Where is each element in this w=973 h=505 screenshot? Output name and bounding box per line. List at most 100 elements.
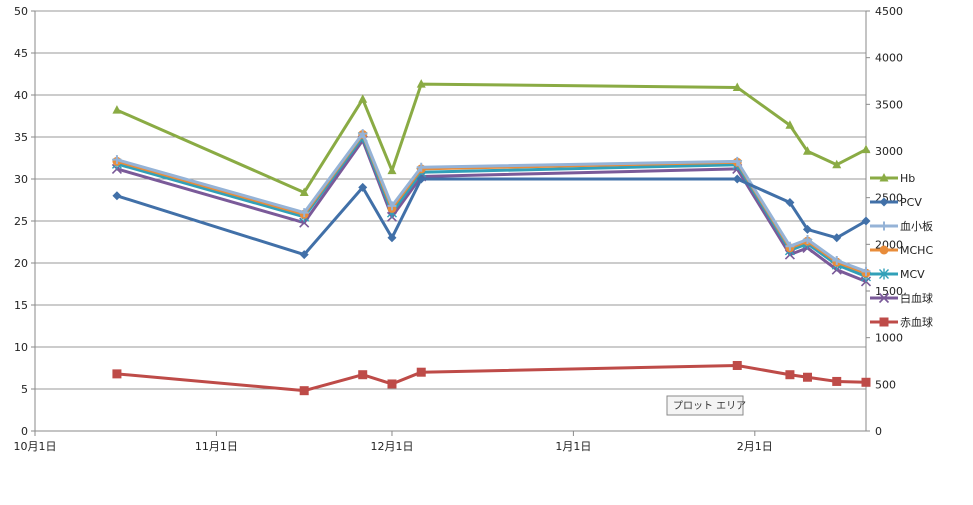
data-point xyxy=(785,370,795,380)
legend-item: Hb xyxy=(870,172,915,185)
series-line xyxy=(116,363,867,393)
legend-label: Hb xyxy=(900,172,915,185)
series-MCHC xyxy=(112,129,871,278)
data-point xyxy=(299,208,309,218)
data-point xyxy=(112,105,122,114)
tooltip-label: プロット エリア xyxy=(673,400,746,412)
data-point xyxy=(416,79,426,88)
y-right-tick-label: 500 xyxy=(875,378,896,391)
series-line xyxy=(116,82,867,194)
legend-item: 血小板 xyxy=(870,219,933,233)
legend-swatch-marker xyxy=(879,221,889,231)
legend-label: 白血球 xyxy=(900,291,933,305)
y-left-tick-label: 0 xyxy=(21,425,28,438)
data-point xyxy=(112,369,122,379)
data-point xyxy=(861,144,871,154)
data-point xyxy=(861,266,871,276)
legend-swatch-marker xyxy=(879,268,889,280)
legend-item: 白血球 xyxy=(870,291,933,305)
data-point xyxy=(861,216,871,226)
data-point xyxy=(802,224,812,234)
data-point xyxy=(732,174,742,184)
y-left-tick-label: 5 xyxy=(21,383,28,396)
data-point xyxy=(387,165,397,175)
data-point xyxy=(112,155,122,165)
data-point xyxy=(832,233,842,243)
legend-label: 赤血球 xyxy=(900,315,933,329)
legend-item: MCV xyxy=(870,268,925,281)
data-point xyxy=(832,255,842,265)
legend-swatch-marker xyxy=(879,317,889,327)
data-point xyxy=(861,377,871,387)
x-tick-label: 1月1日 xyxy=(555,440,591,453)
series-layer xyxy=(111,79,872,396)
data-point xyxy=(832,159,842,169)
legend-swatch-marker xyxy=(879,173,889,182)
series-MCV xyxy=(111,131,871,282)
axes: 0510152025303540455005001000150020002500… xyxy=(14,5,904,453)
data-point xyxy=(387,233,397,243)
data-point xyxy=(732,360,742,370)
data-point xyxy=(358,94,368,103)
data-point xyxy=(785,241,795,251)
series-PCV xyxy=(112,174,871,260)
y-right-tick-label: 4500 xyxy=(875,5,903,18)
plot-area-tooltip: プロット エリア xyxy=(666,395,746,416)
y-left-tick-label: 10 xyxy=(14,341,28,354)
data-point xyxy=(358,129,368,139)
y-left-tick-label: 15 xyxy=(14,299,28,312)
x-tick-label: 2月1日 xyxy=(737,440,773,453)
y-left-tick-label: 45 xyxy=(14,47,28,60)
data-point xyxy=(112,191,122,201)
series-line xyxy=(116,132,867,273)
legend-swatch-marker xyxy=(879,245,889,255)
data-point xyxy=(802,234,812,244)
x-tick-label: 10月1日 xyxy=(14,440,57,453)
x-tick-label: 11月1日 xyxy=(195,440,238,453)
data-point xyxy=(358,370,368,380)
y-left-tick-label: 40 xyxy=(14,89,28,102)
y-left-tick-label: 50 xyxy=(14,5,28,18)
legend-label: 血小板 xyxy=(900,219,933,233)
data-point xyxy=(802,146,812,155)
legend-label: MCV xyxy=(900,268,925,281)
legend-item: 赤血球 xyxy=(870,315,933,329)
data-point xyxy=(387,201,397,211)
data-point xyxy=(832,376,842,386)
y-right-tick-label: 0 xyxy=(875,425,882,438)
legend-swatch-marker xyxy=(878,292,890,304)
y-left-tick-label: 30 xyxy=(14,173,28,186)
y-left-tick-label: 25 xyxy=(14,215,28,228)
y-right-tick-label: 3500 xyxy=(875,98,903,111)
data-point xyxy=(785,120,795,129)
legend-swatch-marker xyxy=(879,197,889,207)
legend-item: PCV xyxy=(870,196,922,209)
y-right-tick-label: 1000 xyxy=(875,332,903,345)
data-point xyxy=(358,182,368,192)
data-point xyxy=(416,174,426,184)
legend-item: MCHC xyxy=(870,244,933,257)
data-point xyxy=(416,162,426,172)
series-赤血球 xyxy=(112,360,871,396)
y-left-tick-label: 20 xyxy=(14,257,28,270)
series-line xyxy=(116,177,867,257)
series-line xyxy=(116,138,867,283)
data-point xyxy=(299,250,309,260)
data-point xyxy=(299,187,309,196)
data-point xyxy=(299,386,309,396)
series-血小板 xyxy=(112,129,871,276)
y-right-tick-label: 1500 xyxy=(875,285,903,298)
tooltip-box xyxy=(666,395,744,416)
legend-label: MCHC xyxy=(900,244,933,257)
data-point xyxy=(785,198,795,208)
y-right-tick-label: 4000 xyxy=(875,52,903,65)
data-point xyxy=(732,82,742,91)
y-left-tick-label: 35 xyxy=(14,131,28,144)
data-point xyxy=(802,372,812,382)
series-line xyxy=(116,132,867,275)
data-point xyxy=(416,367,426,377)
x-tick-label: 12月1日 xyxy=(370,440,413,453)
